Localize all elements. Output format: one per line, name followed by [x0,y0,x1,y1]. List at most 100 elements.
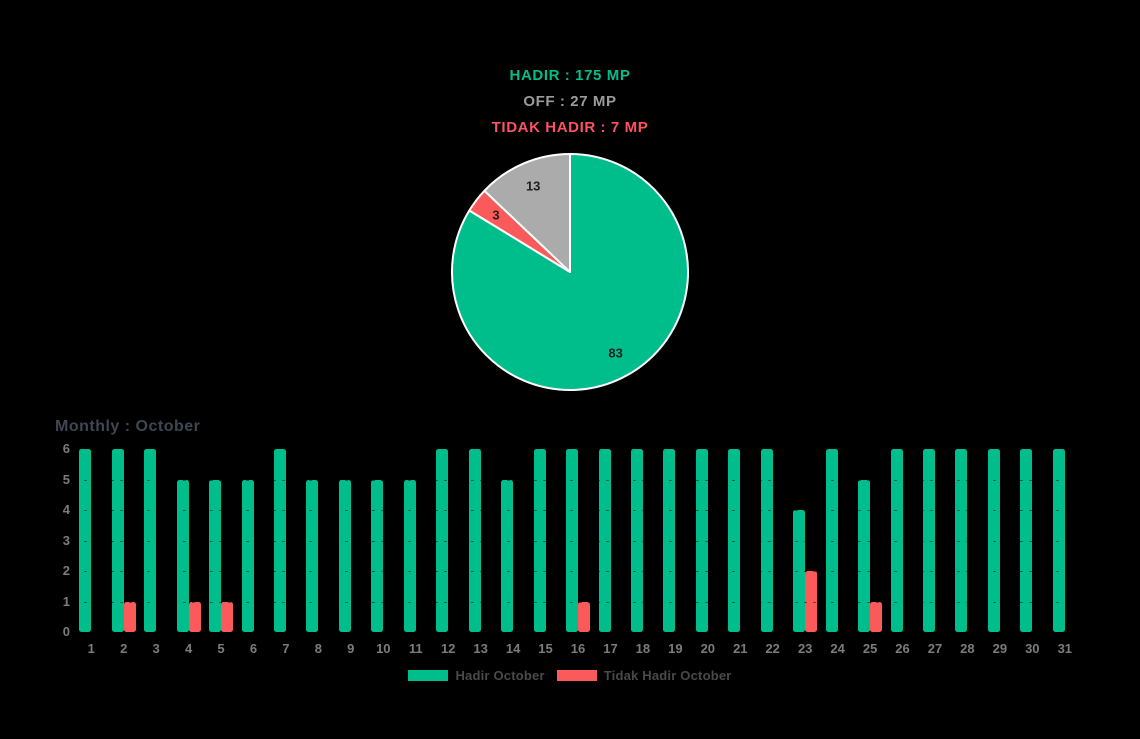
bar-group-day-8 [306,479,330,632]
hadir-october-bar-day-30[interactable] [1020,449,1033,632]
hadir-october-bar-day-22[interactable] [760,449,773,632]
x-axis-label-23: 23 [797,641,813,656]
x-axis-label-20: 20 [700,641,716,656]
hadir-october-bar-day-19[interactable] [663,449,676,632]
summary-line-tidak-hadir: TIDAK HADIR : 7 MP [491,119,649,136]
chart-legend: Hadir October Tidak Hadir October [0,668,1140,683]
summary-line-off: OFF : 27 MP [523,93,617,110]
x-axis-label-9: 9 [347,641,355,656]
hadir-october-bar-day-25[interactable] [858,479,871,632]
pie-slice-off[interactable] [483,153,571,273]
bar-group-day-12 [436,449,460,632]
x-axis-label-13: 13 [473,641,488,656]
bar-group-day-19 [663,449,687,632]
y-axis-label-1: 1 [62,593,70,609]
hadir-october-bar-day-29[interactable] [987,449,1000,632]
x-axis-label-18: 18 [635,641,651,656]
x-axis-label-12: 12 [440,641,456,656]
pie-slice-label-off: 13 [525,178,541,194]
hadir-october-bar-day-23[interactable] [793,510,806,632]
hadir-october-bar-day-5[interactable] [209,479,221,632]
hadir-october-bar-day-28[interactable] [955,449,968,632]
tidak-hadir-october-bar-day-16[interactable] [578,601,590,632]
hadir-october-bar-day-13[interactable] [468,449,481,632]
hadir-october-bar-day-7[interactable] [273,449,286,632]
bar-plot-area [75,449,1081,632]
x-axis: 1 2 3 4 5 6 7 8 9 10 11 12 13 14 15 16 17 18 19 20 21 22 23 24 2… [75,641,1081,657]
legend-item-tidak-hadir-october[interactable]: Tidak Hadir October [556,668,732,683]
hadir-october-bar-day-14[interactable] [501,479,514,632]
bar-group-day-7 [273,449,298,632]
x-axis-label-19: 19 [668,641,683,656]
y-axis-label-5: 5 [62,471,70,487]
bar-group-day-17 [598,449,623,632]
tidak-hadir-october-bar-day-2[interactable] [123,601,136,632]
pie-slice-label-tidak-hadir: 3 [492,207,500,223]
x-axis-label-30: 30 [1025,641,1040,656]
hadir-october-bar-day-16[interactable] [566,449,578,632]
legend-item-hadir-october[interactable]: Hadir October [408,668,545,683]
y-axis-label-3: 3 [62,532,70,548]
bar-group-day-2 [111,449,136,632]
y-axis-label-0: 0 [62,624,70,639]
legend-label-hadir-october: Hadir October [455,668,545,683]
y-axis: 0 1 2 3 4 5 6 [40,441,70,639]
x-axis-label-26: 26 [895,641,910,656]
hadir-october-bar-day-27[interactable] [923,449,935,632]
y-axis-label-4: 4 [62,502,70,517]
tidak-hadir-october-bar-day-25[interactable] [870,601,883,632]
x-axis-label-16: 16 [570,641,586,656]
hadir-october-bar-day-11[interactable] [403,479,416,632]
y-axis-label-2: 2 [62,563,70,578]
bar-group-day-28 [955,449,979,632]
bar-group-day-31 [1052,449,1077,632]
x-axis-label-22: 22 [765,641,780,656]
hadir-october-bar-day-8[interactable] [306,479,319,632]
bar-group-day-14 [501,479,525,632]
bar-group-day-6 [241,479,266,632]
x-axis-label-11: 11 [408,641,423,656]
hadir-october-bar-day-1[interactable] [79,449,92,632]
hadir-october-bar-day-21[interactable] [728,449,741,632]
x-axis-label-5: 5 [217,641,225,656]
legend-label-tidak-hadir-october: Tidak Hadir October [603,668,732,683]
hadir-october-bar-day-24[interactable] [825,449,838,632]
hadir-october-bar-day-17[interactable] [598,449,611,632]
pie-summary-labels: HADIR : 175 MP OFF : 27 MP TIDAK HADIR : 7… [0,67,1140,145]
hadir-october-bar-day-15[interactable] [533,449,546,632]
hadir-october-bar-day-9[interactable] [338,479,351,632]
hadir-october-bar-day-6[interactable] [241,479,254,632]
x-axis-label-14: 14 [505,641,521,656]
hadir-october-bar-day-4[interactable] [176,479,189,632]
bar-group-day-23 [793,510,818,632]
bar-group-day-9 [338,479,363,632]
tidak-hadir-october-bar-day-5[interactable] [221,601,233,632]
hadir-october-bar-day-12[interactable] [436,449,449,632]
x-axis-label-2: 2 [120,641,128,656]
hadir-october-bar-day-18[interactable] [630,449,643,632]
hadir-october-bar-day-2[interactable] [111,449,124,632]
hadir-october-bar-day-3[interactable] [144,449,157,632]
bar-group-day-26 [890,449,915,632]
hadir-october-bar-day-10[interactable] [371,479,384,632]
x-axis-label-4: 4 [184,641,193,656]
x-axis-label-7: 7 [282,641,290,656]
hadir-october-bar-day-26[interactable] [890,449,903,632]
bar-group-day-16 [566,449,590,632]
hadir-october-bar-day-31[interactable] [1052,449,1065,632]
hadir-october-bar-day-20[interactable] [695,449,708,632]
tidak-hadir-october-bar-day-4[interactable] [188,601,201,632]
tidak-hadir-october-bar-day-23[interactable] [805,571,818,632]
x-axis-label-15: 15 [538,641,553,656]
bar-group-day-13 [468,449,493,632]
bar-group-day-30 [1020,449,1044,632]
bar-group-day-4 [176,479,201,632]
bar-group-day-25 [858,479,883,632]
y-axis-label-6: 6 [62,441,70,456]
bar-group-day-10 [371,479,395,632]
bar-group-day-22 [760,449,785,632]
bar-chart-title: Monthly : October [55,418,201,435]
bar-group-day-15 [533,449,558,632]
bar-group-day-3 [144,449,168,632]
